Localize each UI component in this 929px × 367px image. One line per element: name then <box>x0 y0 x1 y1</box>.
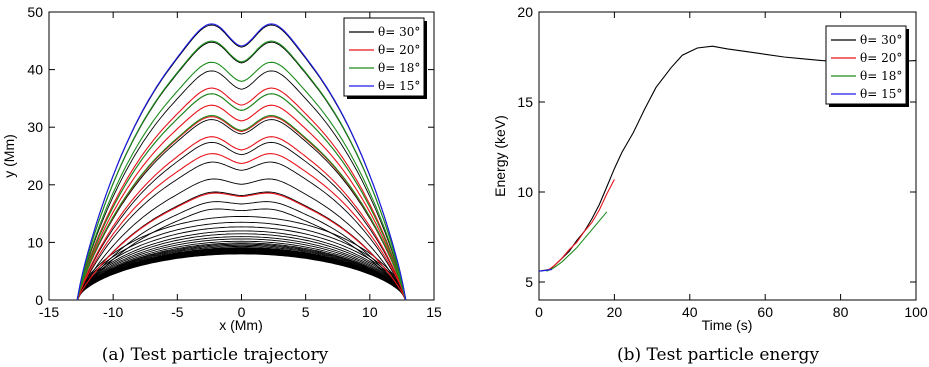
a-ytick-label: 30 <box>27 119 43 135</box>
x-axis-label-a: x (Mm) <box>219 317 263 333</box>
trajectory-line-20 <box>76 136 407 301</box>
trajectory-line-30 <box>76 248 407 301</box>
b-xtick-label: 40 <box>682 304 698 320</box>
trajectory-line-30 <box>76 242 407 301</box>
a-ytick-label: 20 <box>27 177 43 193</box>
trajectory-line-20 <box>76 104 407 301</box>
b-legend-label: θ= 20° <box>860 51 902 65</box>
trajectory-line-30 <box>76 236 407 301</box>
trajectory-line-30 <box>76 226 407 301</box>
trajectory-line-30 <box>76 245 407 301</box>
energy-line-15 <box>538 268 553 272</box>
a-legend-label: θ= 18° <box>378 61 420 75</box>
b-legend-label: θ= 18° <box>860 69 902 83</box>
trajectory-line-30 <box>76 230 407 301</box>
a-xtick-label: -5 <box>171 304 184 320</box>
a-legend-label: θ= 15° <box>378 79 420 93</box>
a-xtick-label: 15 <box>426 304 442 320</box>
a-ytick-label: 50 <box>27 4 43 20</box>
x-axis-label-b: Time (s) <box>702 317 753 333</box>
trajectory-line-30 <box>76 178 407 301</box>
b-xtick-label: 60 <box>757 304 773 320</box>
trajectory-line-30 <box>76 208 407 301</box>
caption-b: (b) Test particle energy <box>617 345 820 365</box>
y-axis-label-b: Energy (keV) <box>492 115 508 197</box>
trajectory-line-18 <box>76 61 407 301</box>
trajectory-line-30 <box>76 201 407 301</box>
a-legend-label: θ= 20° <box>378 43 420 57</box>
trajectory-line-20 <box>76 87 407 301</box>
a-xtick-label: 0 <box>238 304 246 320</box>
a-ytick-label: 40 <box>27 62 43 78</box>
trajectory-line-30 <box>76 161 407 301</box>
trajectory-line-30 <box>76 243 407 301</box>
b-xtick-label: 100 <box>904 304 928 320</box>
energy-line-18 <box>546 211 608 272</box>
b-legend-label: θ= 30° <box>860 33 902 47</box>
trajectory-line-30 <box>76 216 407 301</box>
b-ytick-label: 5 <box>525 274 533 290</box>
trajectory-line-15 <box>76 23 407 301</box>
trajectory-line-30 <box>76 253 407 301</box>
trajectory-line-30 <box>76 249 407 301</box>
trajectory-line-30 <box>76 191 407 301</box>
a-ytick-label: 10 <box>27 234 43 250</box>
trajectory-line-30 <box>76 247 407 301</box>
trajectory-line-30 <box>76 240 407 301</box>
trajectory-line-18 <box>76 93 407 301</box>
plot-frame-b <box>538 11 917 301</box>
energy-line-20 <box>546 179 615 272</box>
trajectory-line-30 <box>76 252 407 301</box>
legend-a: θ= 30° θ= 20° θ= 18° θ= 15° <box>343 17 427 99</box>
trajectory-line-18 <box>76 40 407 301</box>
b-xtick-label: 0 <box>535 304 543 320</box>
axis-ticks-a: -15 -10 -5 0 5 10 15 0 10 20 30 40 50 <box>27 4 442 320</box>
trajectory-line-30 <box>76 233 407 301</box>
trajectory-curves <box>76 23 407 301</box>
a-xtick-label: 5 <box>302 304 310 320</box>
trajectory-line-30 <box>76 251 407 301</box>
a-xtick-label: 10 <box>362 304 378 320</box>
trajectory-line-30 <box>76 244 407 301</box>
trajectory-line-30 <box>76 221 407 301</box>
trajectory-line-18 <box>76 114 407 301</box>
y-axis-label-a: y (Mm) <box>1 134 17 178</box>
trajectory-line-30 <box>76 238 407 301</box>
b-legend-box <box>825 25 907 105</box>
b-ytick-label: 20 <box>517 4 533 20</box>
axis-ticks-b: 0 20 40 60 80 100 5 10 15 20 <box>517 4 927 320</box>
trajectory-line-30 <box>76 70 407 301</box>
panel-energy: 0 20 40 60 80 100 5 10 15 20 Time (s) Energy (keV… <box>492 4 928 365</box>
trajectory-line-20 <box>76 153 407 301</box>
trajectory-line-20 <box>76 192 407 301</box>
b-legend-label: θ= 15° <box>860 87 902 101</box>
b-xtick-label: 20 <box>607 304 623 320</box>
b-xtick-label: 80 <box>833 304 849 320</box>
a-ytick-label: 0 <box>35 292 43 308</box>
trajectory-line-30 <box>76 119 407 301</box>
trajectory-line-30 <box>76 141 407 301</box>
b-ytick-label: 10 <box>517 184 533 200</box>
caption-a: (a) Test particle trajectory <box>102 345 329 365</box>
a-legend-box <box>343 17 425 97</box>
b-ytick-label: 15 <box>517 94 533 110</box>
legend-b: θ= 30° θ= 20° θ= 18° θ= 15° <box>825 25 909 107</box>
a-xtick-label: -15 <box>39 304 59 320</box>
a-xtick-label: -10 <box>103 304 123 320</box>
a-legend-label: θ= 30° <box>378 25 420 39</box>
